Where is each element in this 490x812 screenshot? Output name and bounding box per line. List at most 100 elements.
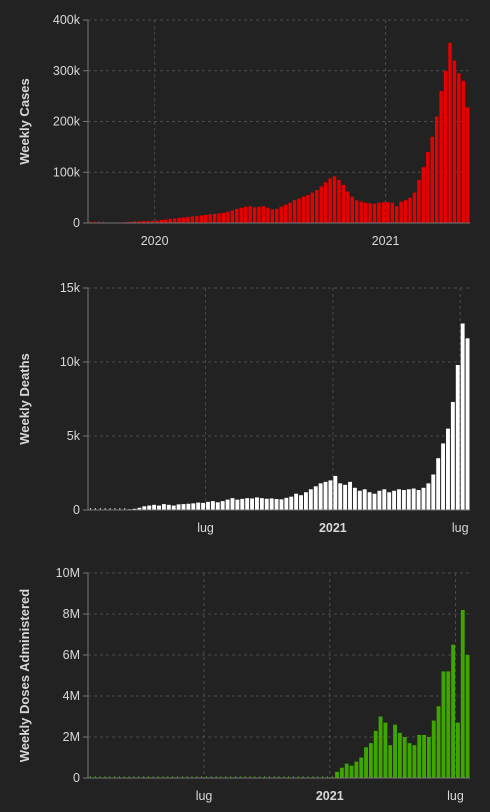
weekly-cases-bar[interactable] [368, 203, 372, 223]
weekly-cases-bar[interactable] [248, 206, 252, 223]
weekly-deaths-bar[interactable] [338, 483, 343, 510]
weekly-cases-bar[interactable] [208, 214, 212, 223]
weekly-deaths-bar[interactable] [279, 499, 284, 510]
weekly-cases-bar[interactable] [315, 190, 319, 223]
weekly-cases-bar[interactable] [257, 206, 261, 223]
weekly-deaths-bar[interactable] [343, 484, 348, 510]
weekly-cases-bar[interactable] [168, 218, 172, 223]
weekly-deaths-bar[interactable] [191, 503, 196, 510]
weekly-deaths-bar[interactable] [421, 487, 426, 510]
weekly-cases-bar[interactable] [137, 221, 141, 223]
weekly-deaths-bar[interactable] [401, 490, 406, 510]
weekly-cases-bar[interactable] [252, 207, 257, 223]
weekly-cases-bar[interactable] [399, 201, 403, 223]
weekly-deaths-bar[interactable] [299, 495, 303, 510]
weekly-cases-bar[interactable] [417, 179, 421, 223]
weekly-cases-bar[interactable] [430, 136, 434, 223]
weekly-deaths-bar[interactable] [201, 502, 206, 510]
weekly-deaths-bar[interactable] [142, 506, 147, 510]
weekly-deaths-bar[interactable] [357, 490, 362, 510]
weekly-cases-bar[interactable] [381, 202, 386, 223]
weekly-deaths-bar[interactable] [166, 504, 171, 510]
weekly-doses-administered-bar[interactable] [417, 734, 422, 778]
weekly-cases-bar[interactable] [164, 219, 168, 223]
weekly-cases-bar[interactable] [403, 200, 408, 223]
weekly-cases-bar[interactable] [150, 220, 155, 223]
weekly-cases-bar[interactable] [332, 176, 337, 223]
weekly-cases-bar[interactable] [355, 200, 359, 223]
weekly-deaths-bar[interactable] [171, 505, 176, 510]
weekly-cases-bar[interactable] [217, 213, 221, 223]
weekly-deaths-bar[interactable] [289, 496, 294, 510]
weekly-cases-bar[interactable] [408, 197, 412, 224]
weekly-cases-bar[interactable] [181, 217, 186, 223]
weekly-deaths-bar[interactable] [255, 497, 259, 510]
weekly-cases-bar[interactable] [186, 216, 190, 223]
weekly-doses-administered-bar[interactable] [368, 743, 373, 778]
weekly-doses-administered-bar[interactable] [359, 757, 364, 779]
weekly-doses-administered-bar[interactable] [412, 745, 417, 778]
weekly-deaths-bar[interactable] [362, 489, 367, 510]
weekly-deaths-bar[interactable] [392, 490, 397, 510]
weekly-deaths-bar[interactable] [372, 493, 377, 510]
weekly-cases-bar[interactable] [439, 91, 443, 223]
weekly-cases-bar[interactable] [235, 208, 239, 223]
weekly-deaths-bar[interactable] [176, 504, 181, 510]
weekly-cases-bar[interactable] [221, 212, 226, 223]
weekly-deaths-bar[interactable] [259, 498, 264, 510]
weekly-deaths-bar[interactable] [450, 401, 455, 510]
weekly-cases-bar[interactable] [297, 198, 301, 223]
weekly-deaths-bar[interactable] [147, 505, 152, 510]
weekly-cases-bar[interactable] [243, 206, 248, 223]
weekly-deaths-bar[interactable] [250, 498, 255, 510]
weekly-cases-bar[interactable] [292, 200, 297, 223]
weekly-cases-bar[interactable] [461, 80, 466, 224]
weekly-cases-bar[interactable] [279, 206, 283, 223]
weekly-cases-bar[interactable] [266, 207, 270, 223]
weekly-cases-bar[interactable] [226, 211, 230, 223]
weekly-cases-bar[interactable] [195, 215, 199, 223]
weekly-deaths-bar[interactable] [328, 480, 333, 510]
weekly-deaths-bar[interactable] [460, 323, 465, 510]
weekly-cases-bar[interactable] [239, 207, 243, 223]
weekly-deaths-bar[interactable] [313, 486, 318, 510]
weekly-cases-bar[interactable] [457, 73, 461, 223]
weekly-deaths-bar[interactable] [245, 498, 250, 510]
weekly-doses-administered-bar[interactable] [402, 737, 407, 778]
weekly-cases-bar[interactable] [372, 203, 377, 223]
weekly-deaths-bar[interactable] [196, 502, 201, 510]
weekly-deaths-bar[interactable] [215, 502, 220, 510]
weekly-doses-administered-bar[interactable] [335, 771, 339, 778]
weekly-doses-administered-bar[interactable] [446, 671, 451, 778]
weekly-deaths-bar[interactable] [264, 498, 269, 510]
weekly-deaths-bar[interactable] [416, 490, 421, 510]
weekly-deaths-bar[interactable] [137, 507, 142, 510]
weekly-deaths-bar[interactable] [303, 492, 308, 510]
weekly-cases-bar[interactable] [337, 179, 341, 223]
weekly-deaths-bar[interactable] [367, 492, 372, 510]
weekly-deaths-bar[interactable] [132, 508, 137, 510]
weekly-cases-bar[interactable] [390, 202, 394, 223]
weekly-cases-bar[interactable] [283, 204, 288, 223]
weekly-deaths-bar[interactable] [294, 493, 299, 510]
weekly-cases-bar[interactable] [377, 202, 381, 223]
weekly-deaths-bar[interactable] [181, 504, 186, 510]
weekly-cases-bar[interactable] [275, 208, 279, 223]
weekly-deaths-bar[interactable] [157, 505, 161, 510]
weekly-cases-bar[interactable] [288, 202, 292, 223]
weekly-doses-administered-bar[interactable] [460, 609, 465, 778]
weekly-cases-bar[interactable] [155, 220, 159, 223]
weekly-deaths-bar[interactable] [397, 489, 401, 510]
weekly-doses-administered-bar[interactable] [393, 724, 397, 778]
weekly-doses-administered-bar[interactable] [451, 644, 455, 778]
weekly-cases-bar[interactable] [270, 209, 275, 223]
weekly-cases-bar[interactable] [448, 42, 452, 224]
weekly-doses-administered-bar[interactable] [422, 734, 426, 778]
weekly-deaths-bar[interactable] [333, 475, 338, 510]
weekly-doses-administered-bar[interactable] [426, 737, 431, 778]
weekly-doses-administered-bar[interactable] [441, 671, 446, 778]
weekly-doses-administered-bar[interactable] [373, 730, 378, 778]
weekly-cases-bar[interactable] [363, 202, 368, 223]
weekly-deaths-bar[interactable] [186, 503, 191, 510]
weekly-cases-bar[interactable] [261, 206, 266, 223]
